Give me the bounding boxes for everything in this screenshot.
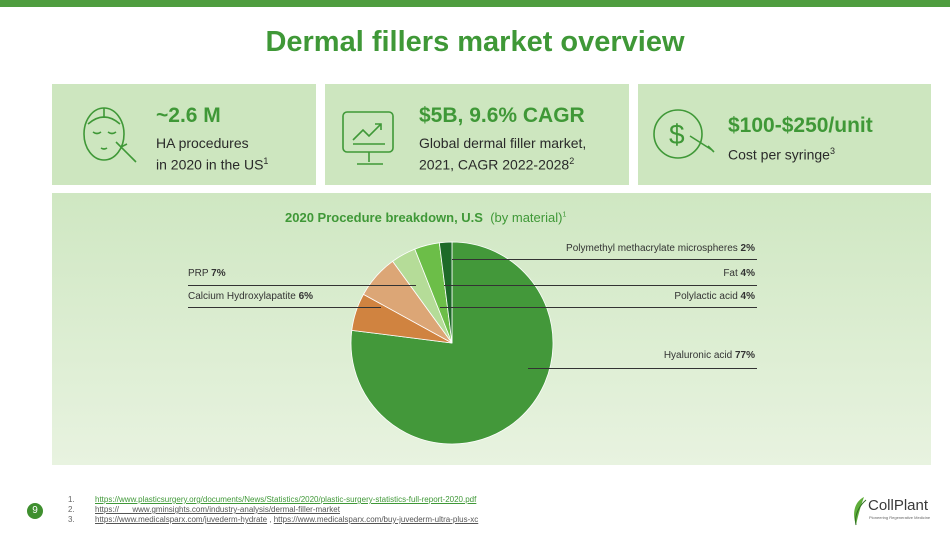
line2: in 2020 in the US xyxy=(156,156,264,173)
line1: HA procedures xyxy=(156,135,249,151)
line2: 2021, CAGR 2022-2028 xyxy=(419,156,570,173)
slice-name: PRP xyxy=(188,268,209,279)
pie-slice-polymethyl-methacrylate-microspheres xyxy=(438,241,453,344)
stat-card-market: $5B, 9.6% CAGR Global dermal filler mark… xyxy=(325,84,629,185)
leader-line xyxy=(452,259,757,260)
leader-line xyxy=(528,368,757,369)
slice-value: 6% xyxy=(298,291,314,302)
label-caha: Calcium Hydroxylapatite 6% xyxy=(188,291,313,302)
slice-value: 2% xyxy=(740,243,755,254)
chart-title-note: (by material) xyxy=(490,210,563,225)
slice-name: Polymethyl methacrylate microspheres xyxy=(566,243,738,254)
card-text: Global dermal filler market, 2021, CAGR 2… xyxy=(419,134,586,174)
ref-num: 3. xyxy=(68,515,75,524)
logo-tagline: Pioneering Regenerative Medicine xyxy=(869,515,931,520)
logo-leaf-icon xyxy=(854,497,867,526)
top-bar xyxy=(0,0,950,7)
leader-line xyxy=(188,285,416,286)
slice-value: 7% xyxy=(211,268,226,279)
ref-num: 1. xyxy=(68,495,75,504)
chart-title: 2020 Procedure breakdown, U.S (by materi… xyxy=(285,210,566,225)
leader-line xyxy=(440,307,757,308)
reference-3: 3. https://www.medicalsparx.com/juvederm-… xyxy=(68,515,479,524)
label-pla: Polylactic acid 4% xyxy=(674,291,755,302)
footnote-ref: 3 xyxy=(829,146,835,156)
label-ha: Hyaluronic acid 77% xyxy=(664,350,755,361)
label-pmma: Polymethyl methacrylate microspheres 2% xyxy=(566,243,755,254)
stat-card-procedures: ~2.6 M HA procedures in 2020 in the US1 xyxy=(52,84,316,185)
footnote-ref: 2 xyxy=(569,156,575,166)
footnote-ref: 1 xyxy=(562,211,567,219)
face-syringe-icon xyxy=(83,107,137,163)
stat-card-cost: $ $100-$250/unit Cost per syringe3 xyxy=(638,84,931,185)
slice-value: 4% xyxy=(740,291,755,302)
line1: Cost per syringe xyxy=(728,146,830,163)
card-text: HA procedures in 2020 in the US1 xyxy=(156,134,268,174)
reference-1: 1. https://www.plasticsurgery.org/documen… xyxy=(68,495,478,505)
slice-name: Hyaluronic acid xyxy=(663,350,733,361)
card-text: Cost per syringe3 xyxy=(728,142,835,164)
slice-name: Fat xyxy=(723,268,738,279)
svg-text:$: $ xyxy=(669,119,685,150)
logo-text: CollPlant xyxy=(868,497,929,514)
dollar-syringe-icon: $ xyxy=(653,109,715,159)
label-prp: PRP 7% xyxy=(188,268,226,279)
slice-name: Polylactic acid xyxy=(674,291,738,302)
collplant-logo: CollPlant Pioneering Regenerative Medici… xyxy=(850,496,930,531)
chart-title-text: 2020 Procedure breakdown, U.S xyxy=(285,210,483,225)
reference-link[interactable]: https://www.medicalsparx.com/buy-juveder… xyxy=(273,515,479,524)
ref-num: 2. xyxy=(68,505,75,514)
reference-link[interactable]: https:// www.gminsights.com/industry-ana… xyxy=(95,505,340,514)
references: 1. https://www.plasticsurgery.org/documen… xyxy=(68,495,478,525)
headline: $5B, 9.6% CAGR xyxy=(419,104,585,127)
reference-link[interactable]: https://www.medicalsparx.com/juvederm-hy… xyxy=(95,515,268,524)
reference-2: 2. https:// www.gminsights.com/industry-a… xyxy=(68,505,478,515)
line1: Global dermal filler market, xyxy=(419,135,587,151)
footnote-ref: 1 xyxy=(263,156,269,166)
slice-name: Calcium Hydroxylapatite xyxy=(188,291,296,302)
monitor-chart-icon xyxy=(342,111,394,165)
page-title: Dermal fillers market overview xyxy=(265,26,685,58)
label-fat: Fat 4% xyxy=(723,268,755,279)
page-number: 9 xyxy=(27,503,43,519)
leader-line xyxy=(188,307,381,308)
slice-value: 77% xyxy=(734,350,755,361)
headline: ~2.6 M xyxy=(156,104,221,127)
headline: $100-$250/unit xyxy=(728,114,873,137)
slice-value: 4% xyxy=(740,268,755,279)
reference-link[interactable]: https://www.plasticsurgery.org/documents… xyxy=(95,495,477,504)
leader-line xyxy=(444,285,757,286)
